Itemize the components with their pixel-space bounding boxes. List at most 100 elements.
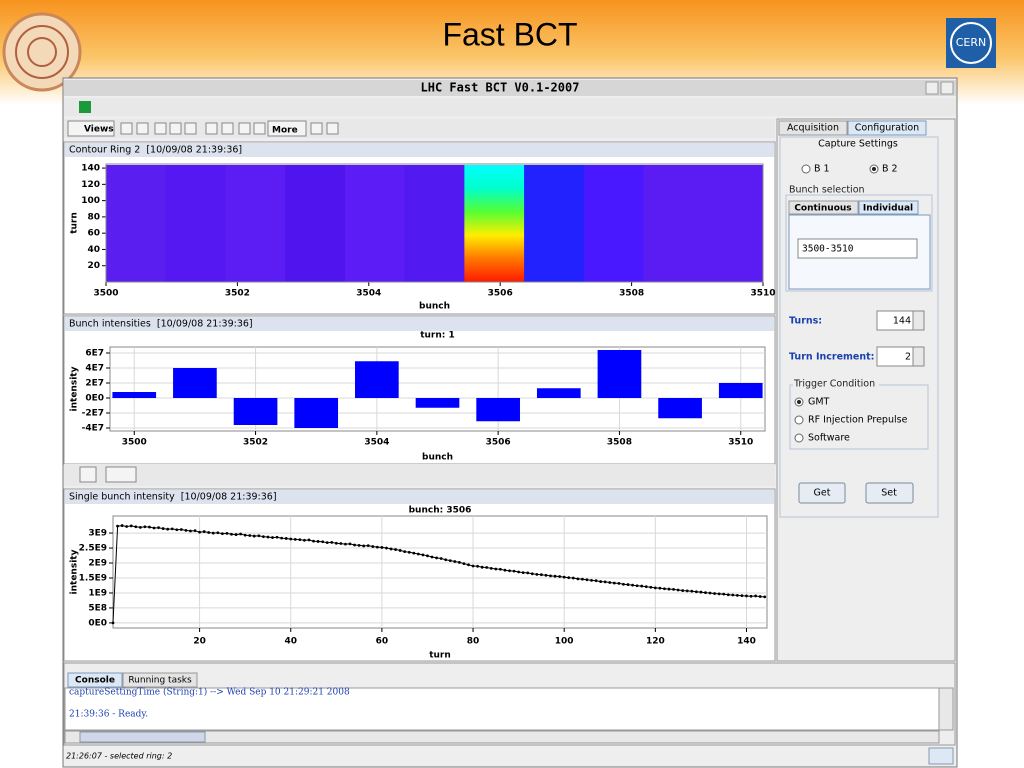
point — [266, 535, 270, 539]
radio[interactable] — [794, 433, 804, 443]
point — [312, 539, 315, 543]
radio-label: B 1 — [814, 164, 830, 175]
run-icon[interactable] — [79, 101, 91, 113]
point — [161, 527, 165, 530]
bar — [173, 368, 217, 398]
x-tick-label: 3502 — [225, 289, 250, 299]
console-text — [64, 687, 940, 731]
set-button[interactable] — [865, 482, 914, 504]
point — [257, 534, 261, 538]
point — [430, 555, 434, 559]
horizontal-scrollbar[interactable] — [64, 730, 940, 744]
zoom-toolbar — [64, 464, 775, 486]
x-tick-label: 3504 — [356, 289, 381, 299]
x-tick-label: 100 — [555, 637, 574, 647]
tab-active[interactable] — [67, 672, 123, 688]
x-tick-label: 3510 — [728, 438, 753, 448]
tab[interactable] — [122, 672, 198, 688]
x-tick-label: 80 — [467, 637, 480, 647]
title-bar — [64, 80, 956, 96]
point — [640, 584, 644, 588]
text-field[interactable] — [797, 238, 918, 259]
zoom-button[interactable] — [105, 466, 137, 483]
point — [138, 525, 142, 529]
point — [731, 593, 735, 597]
point — [494, 567, 498, 571]
point — [357, 543, 361, 547]
views-label: Views — [84, 125, 114, 135]
tab-active[interactable] — [858, 200, 919, 215]
x-tick-label: 120 — [646, 637, 665, 647]
point — [526, 571, 530, 575]
point — [681, 589, 685, 592]
y-tick-label: 40 — [87, 245, 100, 255]
point — [740, 594, 744, 598]
x-tick-label: 3500 — [93, 289, 118, 299]
point — [457, 561, 461, 564]
button-label: Set — [881, 488, 897, 499]
config-box — [779, 136, 939, 518]
views-button[interactable] — [67, 120, 115, 137]
heat-column — [703, 165, 764, 282]
vertical-scrollbar[interactable] — [938, 687, 954, 731]
group-title: Trigger Condition — [793, 379, 875, 390]
fit-button[interactable] — [79, 466, 97, 483]
point — [567, 576, 571, 580]
point — [462, 562, 466, 566]
scroll-thumb[interactable] — [79, 731, 206, 743]
point — [608, 581, 612, 584]
status-button[interactable] — [928, 747, 954, 765]
tab[interactable] — [788, 200, 859, 215]
x-tick-label: 3508 — [619, 289, 644, 299]
tab-label: Configuration — [855, 123, 919, 134]
more-label: More — [272, 126, 298, 136]
spinner-arrows[interactable] — [912, 310, 925, 331]
point — [407, 550, 411, 554]
point — [385, 546, 388, 550]
point — [134, 525, 138, 529]
cern-logo: CERN — [946, 18, 996, 68]
get-button[interactable] — [798, 482, 846, 504]
more-button[interactable] — [267, 120, 307, 137]
heat-column — [404, 165, 465, 282]
heat-column — [344, 165, 406, 282]
field-label: Turn Increment: — [789, 352, 874, 363]
point — [530, 572, 534, 576]
point — [284, 537, 288, 540]
tab-active[interactable] — [847, 120, 927, 136]
point — [179, 528, 183, 531]
point — [603, 580, 607, 584]
maximize-button[interactable] — [940, 81, 954, 95]
point — [535, 572, 539, 576]
radio[interactable] — [801, 164, 811, 174]
tab-label: Running tasks — [128, 676, 192, 686]
point — [261, 535, 265, 539]
status-text: 21:26:07 - selected ring: 2 — [66, 752, 172, 761]
x-tick-label: 20 — [193, 637, 206, 647]
bar — [476, 398, 520, 422]
toolbar — [64, 98, 956, 116]
point — [125, 525, 129, 528]
y-tick-label: 80 — [87, 212, 100, 222]
group-box — [785, 194, 933, 292]
point — [763, 595, 767, 599]
bar — [536, 388, 581, 398]
point — [207, 531, 211, 534]
x-tick-label: 3504 — [364, 438, 389, 448]
group-title-bg — [793, 379, 879, 390]
point — [644, 585, 648, 589]
x-tick-label: 3506 — [488, 289, 513, 299]
point — [512, 569, 516, 573]
spinner-arrows[interactable] — [912, 346, 925, 367]
point — [599, 580, 603, 583]
field-label: Turns: — [789, 316, 822, 327]
tab[interactable] — [778, 120, 848, 136]
minimize-button[interactable] — [925, 81, 939, 95]
point — [271, 536, 274, 539]
y-tick-label: 2.5E9 — [79, 544, 107, 554]
radio[interactable] — [794, 415, 804, 425]
bar — [658, 398, 702, 419]
point — [316, 540, 320, 543]
point — [298, 538, 302, 542]
point — [508, 569, 511, 573]
